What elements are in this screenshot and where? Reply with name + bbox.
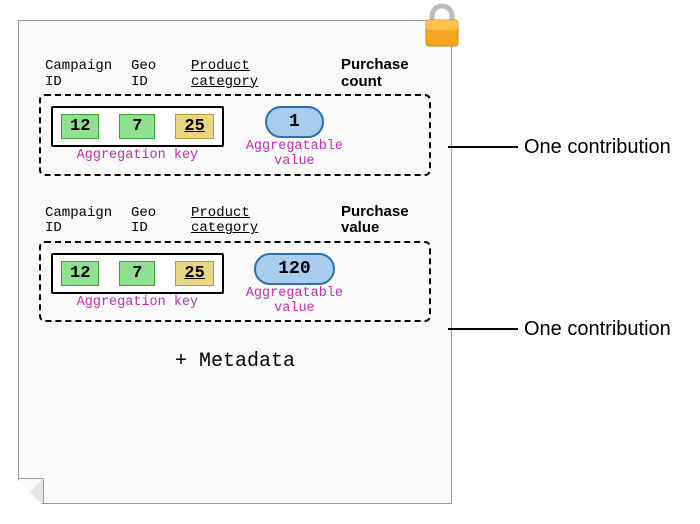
header-campaign: CampaignID (45, 59, 131, 90)
chip-category-1: 25 (175, 114, 213, 139)
header-campaign-2: CampaignID (45, 206, 131, 237)
contribution-box-2: 12 7 25 Aggregation key 120 Aggregatable… (39, 241, 431, 323)
lock-icon (420, 2, 464, 50)
chip-geo-2: 7 (119, 261, 155, 286)
contribution-2: CampaignID GeoID Productcategory Purchas… (39, 204, 431, 323)
header-metric-2: Purchasevalue (341, 204, 431, 237)
value-pill-2: 120 (254, 253, 334, 285)
header-category-2: Productcategory (191, 206, 269, 237)
column-headers-1: CampaignID GeoID Productcategory Purchas… (45, 57, 431, 90)
callout-label-1: One contribution (524, 136, 671, 159)
contribution-box-1: 12 7 25 Aggregation key 1 Aggregatableva… (39, 94, 431, 176)
callout-label-2: One contribution (524, 318, 671, 341)
sublabel-value-2: Aggregatablevalue (246, 287, 343, 317)
sublabel-key-2: Aggregation key (77, 296, 199, 311)
document-card: CampaignID GeoID Productcategory Purchas… (18, 20, 452, 504)
column-headers-2: CampaignID GeoID Productcategory Purchas… (45, 204, 431, 237)
header-geo: GeoID (131, 59, 191, 90)
sublabel-key-1: Aggregation key (77, 149, 199, 164)
chip-category-2: 25 (175, 261, 213, 286)
aggregation-key-1: 12 7 25 (51, 106, 224, 147)
chip-geo-1: 7 (119, 114, 155, 139)
header-category: Productcategory (191, 59, 269, 90)
sublabel-value-1: Aggregatablevalue (246, 140, 343, 170)
aggregation-key-2: 12 7 25 (51, 253, 224, 294)
value-pill-1: 1 (265, 106, 324, 138)
chip-campaign-2: 12 (61, 261, 99, 286)
callout-line-1 (448, 146, 518, 148)
header-geo-2: GeoID (131, 206, 191, 237)
contribution-1: CampaignID GeoID Productcategory Purchas… (39, 57, 431, 176)
metadata-label: + Metadata (39, 350, 431, 373)
chip-campaign-1: 12 (61, 114, 99, 139)
callout-line-2 (448, 328, 518, 330)
header-metric-1: Purchasecount (341, 57, 431, 90)
